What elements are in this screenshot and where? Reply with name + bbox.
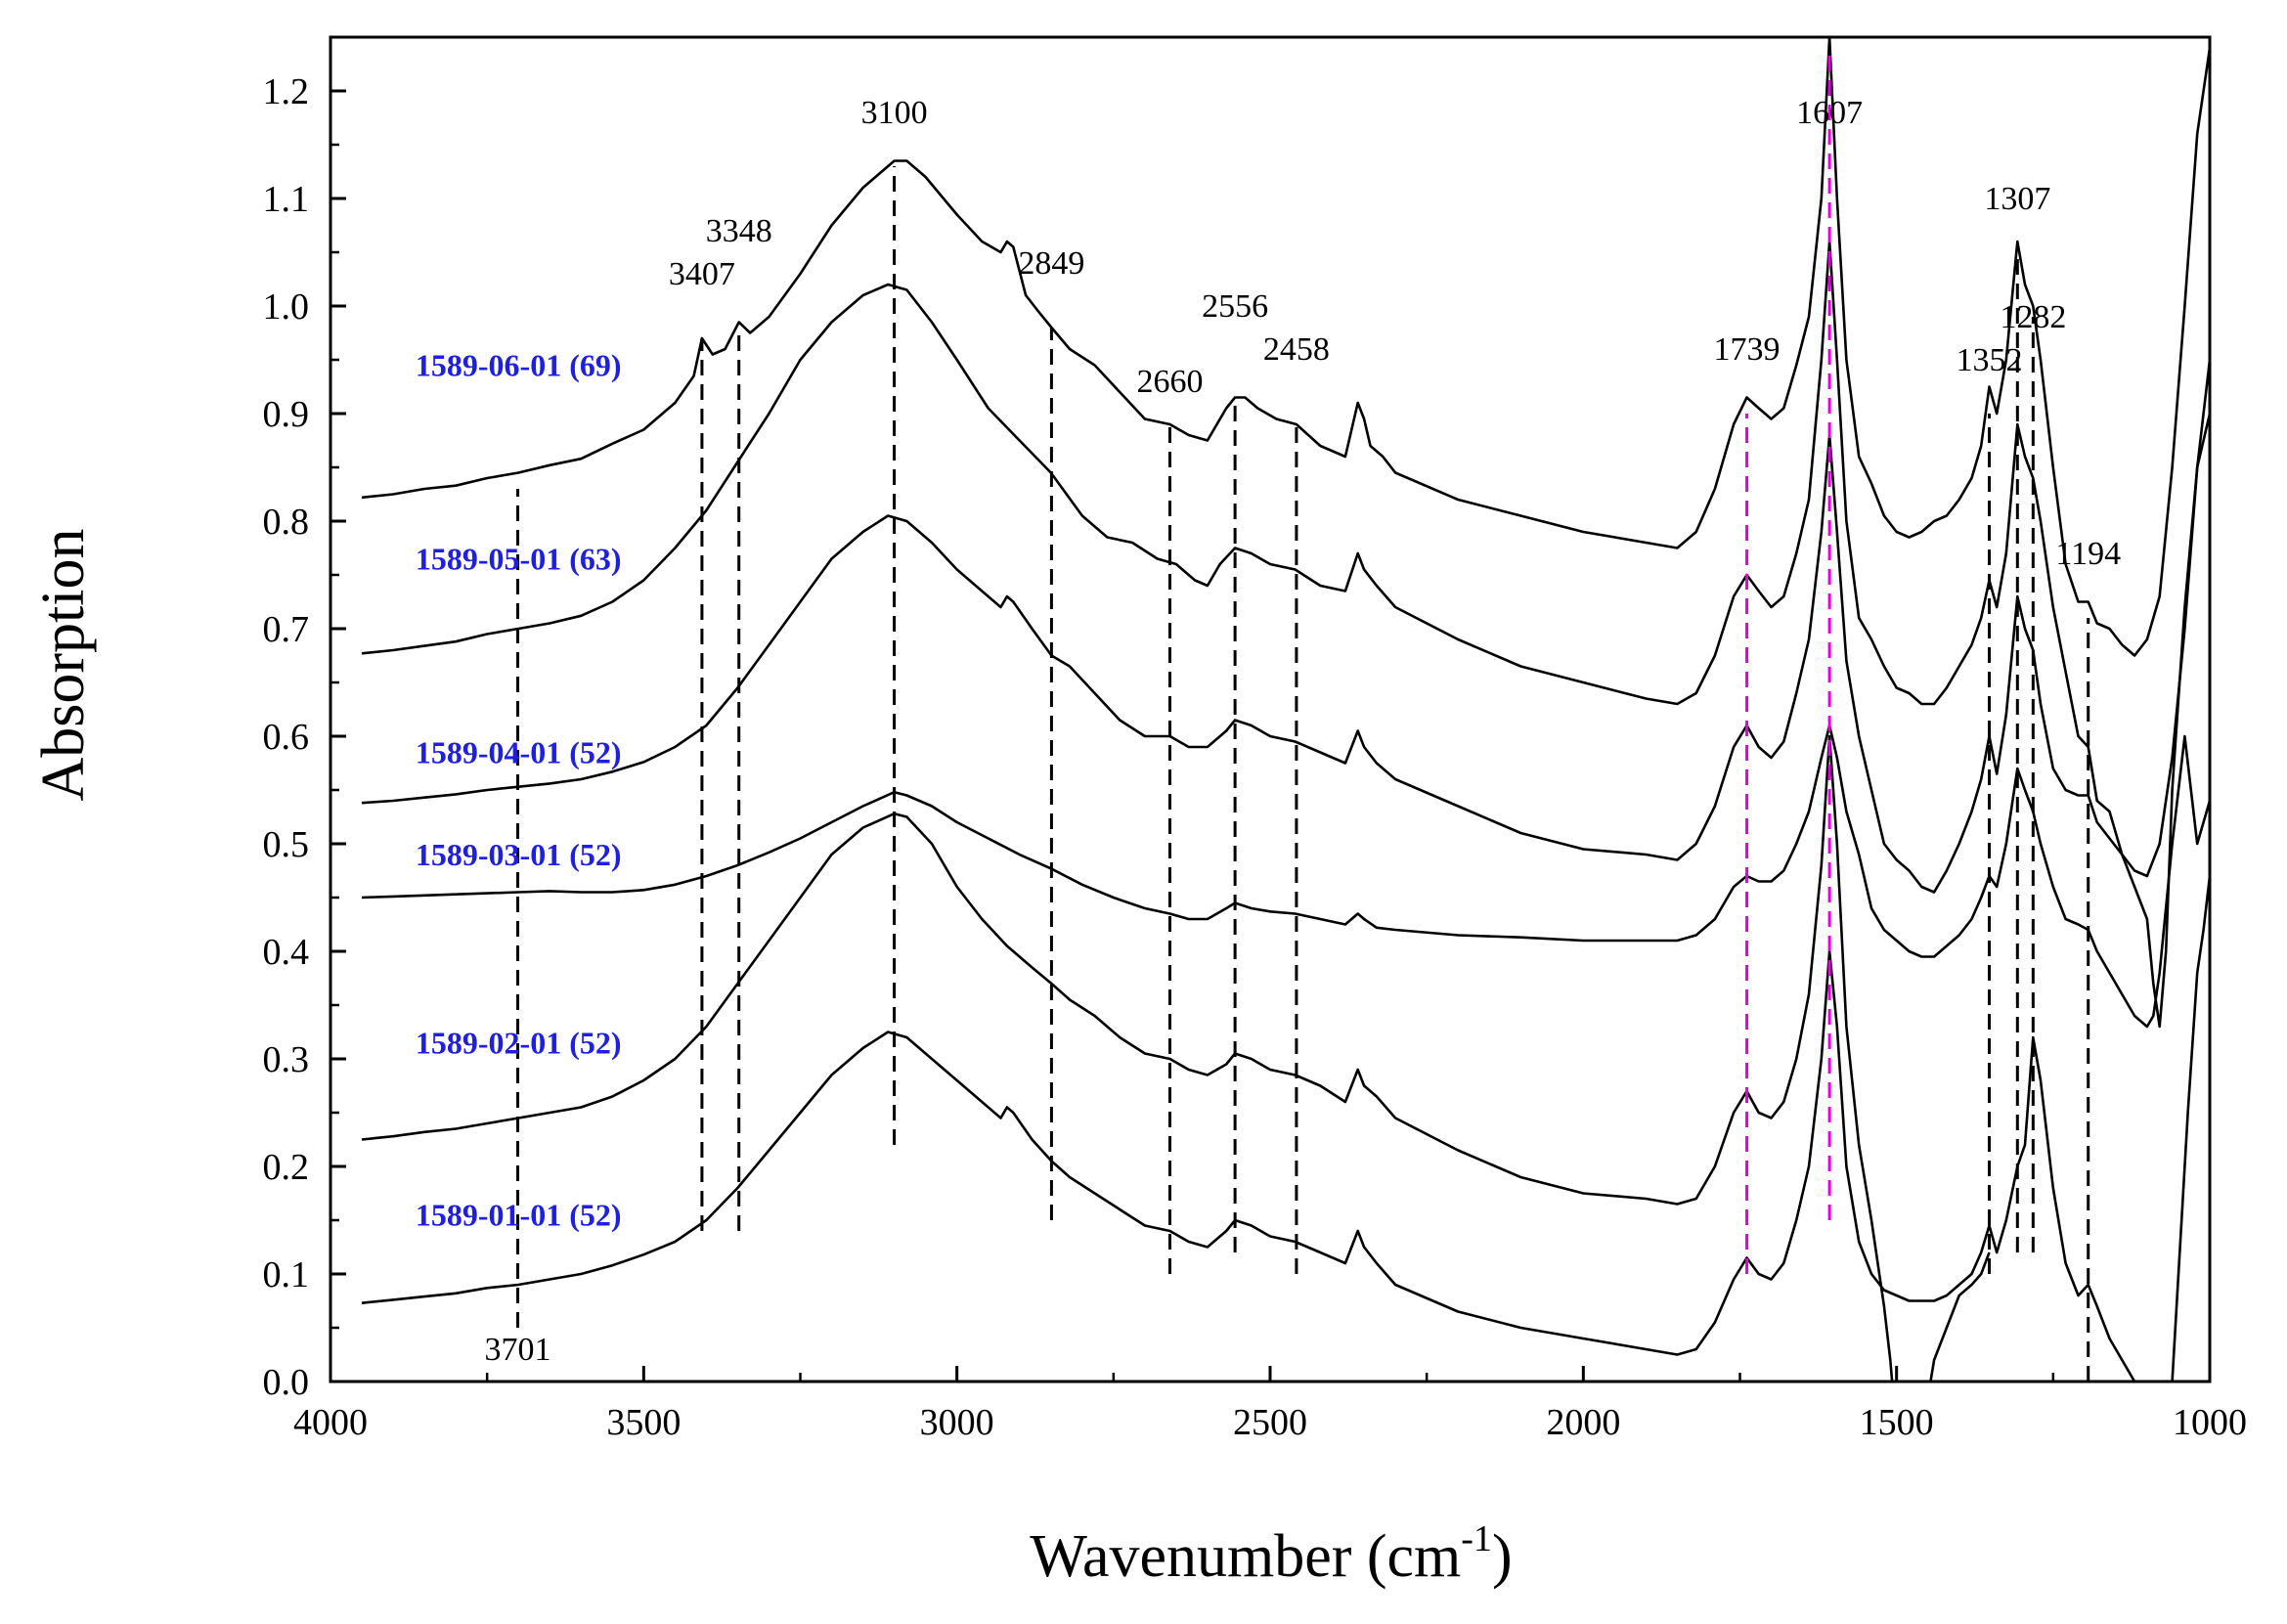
x-tick-label-4000: 4000 [293,1402,368,1443]
peak-label-2458: 2458 [1263,331,1330,368]
series-line-0 [361,37,2210,657]
y-tick-label-0.0: 0.0 [263,1362,310,1403]
peak-label-1352: 1352 [1956,342,2022,378]
peak-label-1739: 1739 [1714,331,1781,368]
series-label-0: 1589-06-01 (69) [416,348,622,383]
peak-labels: 3701 3407 3348 3100 2849 2660 2556 2458 1739 1607… [485,95,2122,1368]
x-tick-label-1500: 1500 [1860,1402,1934,1443]
peak-label-1607: 1607 [1796,95,1863,131]
series-line-6 [1929,1251,1991,1382]
peak-label-1194: 1194 [2055,536,2121,572]
y-axis: 0.0 0.1 0.2 0.3 0.4 0.5 0.6 0.7 0.8 0.9 1.0 1.1 1.2 [263,71,346,1403]
series-line-1 [361,240,2210,1029]
y-tick-label-1.0: 1.0 [263,286,310,328]
y-axis-title: Absorption [30,529,97,802]
peak-label-3407: 3407 [669,256,735,292]
x-axis-title-superscript: -1 [1461,1518,1492,1559]
peak-label-2556: 2556 [1202,288,1268,325]
peak-label-1282: 1282 [2000,299,2066,335]
series-line-5 [361,949,2136,1382]
y-tick-label-1.2: 1.2 [263,71,310,112]
y-tick-label-0.8: 0.8 [263,502,310,543]
peak-label-3348: 3348 [706,213,772,249]
peak-label-3701: 3701 [485,1332,551,1368]
x-axis-title-main: Wavenumber (cm [1030,1523,1461,1590]
series-label-3: 1589-03-01 (52) [416,837,622,872]
series-label-1: 1589-05-01 (63) [416,542,622,577]
peak-label-1307: 1307 [1984,181,2050,217]
peak-label-3100: 3100 [861,95,928,131]
y-tick-label-0.7: 0.7 [263,609,310,650]
plot-frame [329,35,2212,1383]
y-tick-label-0.3: 0.3 [263,1039,310,1080]
reference-lines [516,48,2090,1382]
x-axis-title: Wavenumber (cm-1) [1030,1518,1512,1590]
y-tick-label-0.2: 0.2 [263,1147,310,1188]
y-tick-label-0.6: 0.6 [263,717,310,758]
x-tick-label-2500: 2500 [1233,1402,1307,1443]
x-tick-label-3500: 3500 [606,1402,681,1443]
series-label-5: 1589-01-01 (52) [416,1198,622,1233]
peak-label-2849: 2849 [1018,245,1084,282]
series-label-2: 1589-04-01 (52) [416,735,622,770]
peak-label-2660: 2660 [1136,364,1203,400]
series-label-4: 1589-02-01 (52) [416,1026,622,1061]
series-line-3 [361,724,2210,1029]
y-tick-label-0.9: 0.9 [263,394,310,435]
x-axis: 4000 3500 3000 2500 2000 1500 1000 [293,1366,2247,1443]
series-labels: 1589-06-01 (69) 1589-05-01 (63) 1589-04-01… [416,348,622,1233]
x-tick-label-2000: 2000 [1546,1402,1620,1443]
y-tick-label-0.1: 0.1 [263,1254,310,1295]
series-line-7 [2171,875,2210,1382]
x-axis-title-suffix: ) [1492,1523,1513,1590]
plot-lines [361,37,2210,1382]
series-line-2 [361,359,2210,894]
y-tick-label-1.1: 1.1 [263,179,310,220]
x-tick-label-3000: 3000 [920,1402,994,1443]
y-tick-label-0.4: 0.4 [263,932,310,973]
x-tick-label-1000: 1000 [2173,1402,2247,1443]
y-tick-label-0.5: 0.5 [263,824,310,865]
